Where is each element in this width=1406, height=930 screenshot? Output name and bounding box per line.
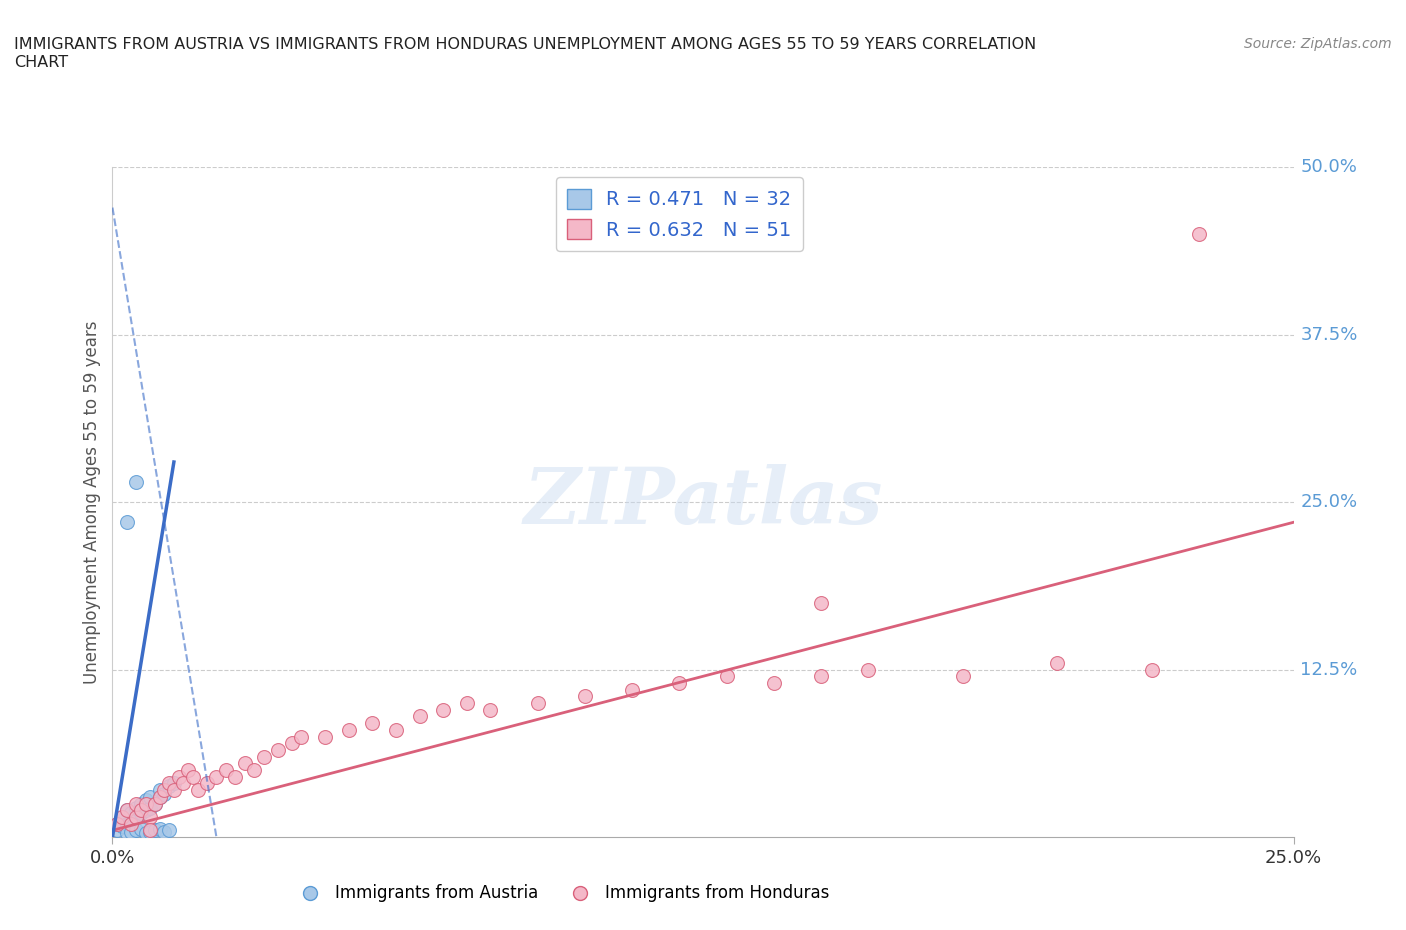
Point bbox=[205, 769, 228, 784]
Point bbox=[120, 805, 142, 820]
Text: 12.5%: 12.5% bbox=[1301, 660, 1358, 679]
Point bbox=[149, 783, 172, 798]
Point bbox=[115, 803, 138, 817]
Point bbox=[177, 763, 200, 777]
Point bbox=[215, 763, 238, 777]
Point bbox=[120, 824, 142, 839]
Point bbox=[253, 750, 276, 764]
Point bbox=[139, 823, 162, 838]
Text: IMMIGRANTS FROM AUSTRIA VS IMMIGRANTS FROM HONDURAS UNEMPLOYMENT AMONG AGES 55 T: IMMIGRANTS FROM AUSTRIA VS IMMIGRANTS FR… bbox=[14, 37, 1036, 70]
Point bbox=[526, 696, 548, 711]
Point bbox=[1140, 662, 1163, 677]
Point bbox=[337, 723, 360, 737]
Text: ZIPatlas: ZIPatlas bbox=[523, 464, 883, 540]
Text: Source: ZipAtlas.com: Source: ZipAtlas.com bbox=[1244, 37, 1392, 51]
Point bbox=[105, 817, 128, 831]
Point bbox=[621, 683, 644, 698]
Point bbox=[125, 823, 148, 838]
Point bbox=[157, 778, 180, 793]
Point bbox=[167, 769, 190, 784]
Point bbox=[111, 809, 134, 824]
Point bbox=[125, 809, 148, 824]
Point bbox=[163, 783, 186, 798]
Point bbox=[135, 826, 157, 841]
Point bbox=[149, 790, 172, 804]
Point bbox=[361, 716, 384, 731]
Point bbox=[233, 756, 256, 771]
Point bbox=[139, 809, 162, 824]
Point bbox=[125, 474, 148, 489]
Point bbox=[125, 796, 148, 811]
Point bbox=[1046, 656, 1069, 671]
Point bbox=[153, 824, 176, 839]
Point bbox=[243, 763, 266, 777]
Point bbox=[186, 783, 208, 798]
Point bbox=[810, 669, 832, 684]
Point bbox=[129, 796, 152, 811]
Point bbox=[157, 823, 180, 838]
Text: 37.5%: 37.5% bbox=[1301, 326, 1358, 344]
Point bbox=[668, 675, 690, 690]
Point bbox=[143, 823, 166, 838]
Legend: Immigrants from Austria, Immigrants from Honduras: Immigrants from Austria, Immigrants from… bbox=[287, 878, 837, 909]
Point bbox=[129, 803, 152, 817]
Point bbox=[267, 742, 290, 757]
Point bbox=[810, 595, 832, 610]
Point bbox=[290, 729, 312, 744]
Point bbox=[135, 792, 157, 807]
Point bbox=[456, 696, 478, 711]
Point bbox=[149, 790, 172, 804]
Point bbox=[1188, 227, 1211, 242]
Point bbox=[125, 800, 148, 815]
Point bbox=[143, 796, 166, 811]
Point bbox=[143, 796, 166, 811]
Point bbox=[111, 809, 134, 824]
Point bbox=[139, 800, 162, 815]
Point bbox=[149, 821, 172, 836]
Text: 50.0%: 50.0% bbox=[1301, 158, 1357, 177]
Point bbox=[224, 769, 246, 784]
Point bbox=[195, 776, 218, 790]
Point bbox=[115, 515, 138, 530]
Point bbox=[479, 702, 502, 717]
Point bbox=[762, 675, 785, 690]
Point bbox=[574, 689, 596, 704]
Point bbox=[129, 805, 152, 820]
Point bbox=[135, 796, 157, 811]
Point bbox=[153, 787, 176, 802]
Point bbox=[432, 702, 454, 717]
Point bbox=[120, 814, 142, 829]
Point bbox=[716, 669, 738, 684]
Point bbox=[163, 776, 186, 790]
Point bbox=[135, 803, 157, 817]
Point bbox=[115, 803, 138, 817]
Point bbox=[157, 776, 180, 790]
Point bbox=[125, 809, 148, 824]
Point bbox=[172, 776, 194, 790]
Text: 25.0%: 25.0% bbox=[1301, 493, 1358, 512]
Point bbox=[105, 823, 128, 838]
Point bbox=[105, 817, 128, 831]
Point bbox=[115, 826, 138, 841]
Point bbox=[139, 790, 162, 804]
Point bbox=[314, 729, 336, 744]
Point bbox=[129, 821, 152, 836]
Point bbox=[281, 736, 304, 751]
Point bbox=[181, 769, 204, 784]
Point bbox=[111, 818, 134, 833]
Point bbox=[139, 824, 162, 839]
Point bbox=[408, 709, 430, 724]
Point bbox=[115, 817, 138, 831]
Point bbox=[858, 662, 880, 677]
Point bbox=[385, 723, 408, 737]
Point bbox=[153, 783, 176, 798]
Y-axis label: Unemployment Among Ages 55 to 59 years: Unemployment Among Ages 55 to 59 years bbox=[83, 321, 101, 684]
Point bbox=[120, 817, 142, 831]
Point bbox=[952, 669, 974, 684]
